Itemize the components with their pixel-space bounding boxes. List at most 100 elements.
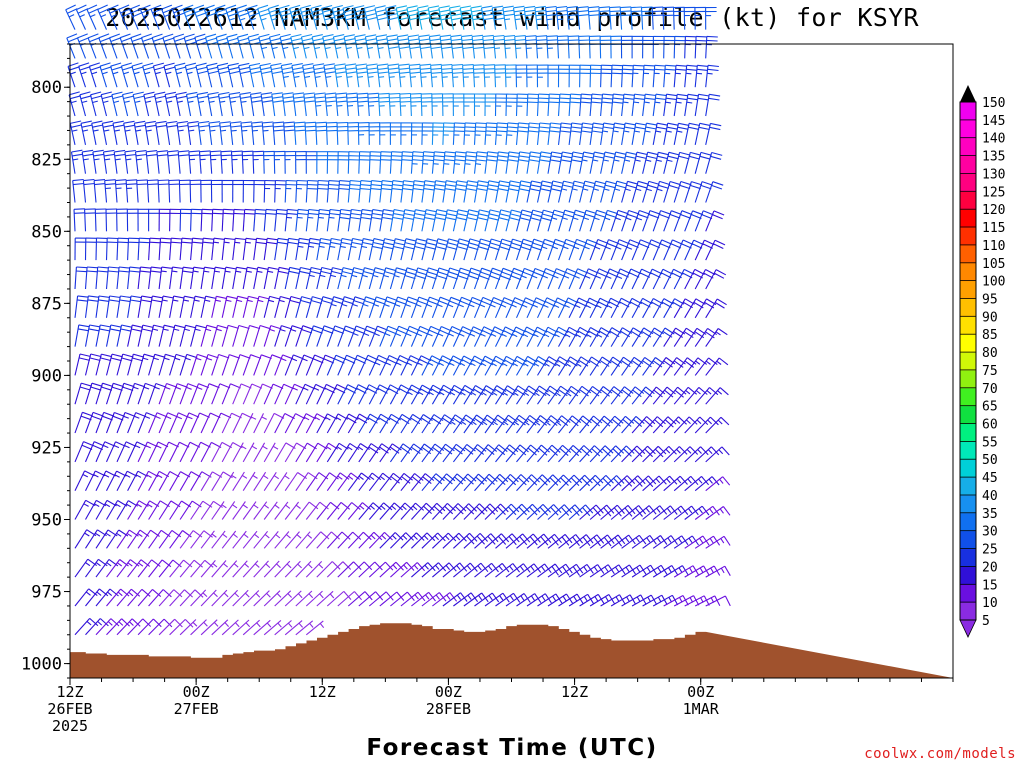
barb-half-flag (79, 14, 85, 18)
wind-barb (463, 473, 488, 492)
barb-flag (530, 151, 542, 155)
barb-shaft (694, 94, 700, 117)
barb-half-flag (155, 71, 161, 75)
barb-flag (697, 97, 709, 101)
wind-barb (295, 179, 308, 203)
wind-barb (484, 473, 509, 492)
wind-barb (127, 295, 142, 318)
barb-shaft (389, 384, 402, 405)
barb-flag (560, 159, 572, 163)
barb-flag (636, 445, 646, 455)
wind-barb (694, 122, 711, 146)
wind-barb (126, 208, 139, 232)
wind-barb (589, 445, 614, 463)
barb-shaft (253, 238, 258, 261)
barb-shaft (537, 415, 552, 434)
wind-barb (419, 63, 432, 88)
wind-barb (358, 180, 372, 203)
wind-barb (379, 122, 391, 145)
barb-shaft (137, 412, 147, 434)
wind-barb (284, 295, 302, 318)
barb-flag (129, 266, 141, 269)
barb-flag (393, 213, 405, 216)
barb-shaft (179, 412, 190, 434)
barb-half-flag (513, 392, 519, 396)
barb-flag (313, 63, 325, 67)
barb-flag (82, 149, 94, 153)
barb-shaft (600, 94, 604, 117)
barb-flag (114, 411, 125, 417)
barb-flag (181, 237, 193, 240)
wind-barb (165, 120, 178, 145)
barb-flag (350, 180, 362, 183)
barb-shaft (260, 94, 265, 117)
barb-flag (331, 270, 343, 275)
wind-barb (505, 414, 529, 434)
barb-half-flag (102, 100, 109, 104)
barb-half-flag (81, 100, 88, 104)
barb-half-flag (269, 328, 275, 332)
barb-half-flag (532, 304, 539, 308)
wind-barb (158, 353, 177, 376)
barb-half-flag (565, 333, 571, 338)
barb-flag (686, 357, 697, 365)
barb-flag (560, 130, 572, 133)
barb-flag (166, 120, 178, 124)
barb-half-flag (234, 241, 241, 244)
barb-flag (589, 389, 600, 397)
barb-flag (667, 155, 679, 160)
wind-barb (400, 267, 418, 290)
wind-barb (547, 474, 572, 492)
barb-flag (490, 271, 502, 277)
barb-flag (246, 4, 258, 10)
barb-flag (92, 411, 104, 417)
barb-flag (370, 188, 382, 191)
barb-flag (226, 8, 238, 14)
wind-barb (326, 296, 345, 318)
wind-barb (81, 149, 94, 174)
barb-flag (430, 67, 442, 70)
barb-flag (480, 271, 491, 277)
wind-barb (84, 382, 103, 405)
barb-flag (561, 122, 573, 125)
barb-shaft (116, 324, 123, 347)
barb-flag (377, 67, 389, 70)
barb-flag (460, 9, 472, 13)
barb-flag (467, 473, 477, 482)
barb-flag (644, 97, 656, 100)
barb-flag (440, 34, 452, 38)
wind-barb (316, 354, 336, 376)
barb-shaft (537, 356, 550, 376)
barb-flag (268, 266, 280, 271)
barb-flag (664, 419, 674, 428)
barb-shaft (295, 413, 307, 434)
barb-flag (530, 184, 542, 188)
wind-barb (631, 93, 646, 117)
wind-barb (463, 503, 488, 520)
barb-flag (641, 6, 653, 9)
barb-shaft (515, 209, 523, 232)
wind-barb (400, 151, 414, 174)
wind-barb (305, 266, 322, 290)
barb-flag (622, 418, 632, 427)
barb-flag (185, 324, 197, 329)
barb-shaft (505, 414, 520, 434)
barb-shaft (358, 413, 371, 434)
barb-shaft (316, 180, 319, 203)
barb-flag (475, 122, 487, 125)
barb-flag (268, 4, 279, 10)
barb-flag (663, 360, 673, 368)
wind-barb (474, 444, 498, 463)
barb-flag (652, 6, 664, 9)
barb-flag (430, 46, 442, 50)
wind-barb (137, 324, 154, 347)
barb-flag (208, 121, 220, 124)
wind-barb (273, 150, 286, 174)
wind-barb (168, 179, 180, 203)
barb-flag (284, 129, 296, 132)
wind-barb (242, 354, 262, 376)
barb-shaft (474, 473, 490, 492)
barb-flag (355, 63, 367, 66)
wind-barb (169, 324, 186, 347)
barb-shaft (263, 442, 276, 463)
